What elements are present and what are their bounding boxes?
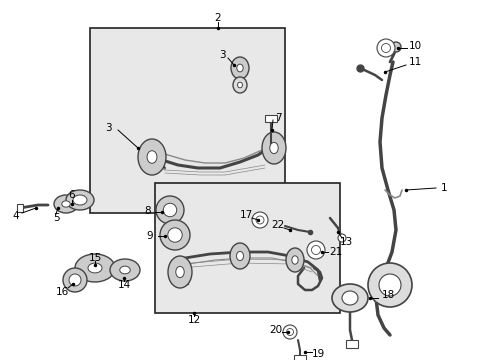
Ellipse shape [236,251,243,261]
Text: 7: 7 [274,113,281,123]
Ellipse shape [236,64,243,72]
Text: 15: 15 [88,253,102,263]
Circle shape [381,44,390,53]
Ellipse shape [229,243,249,269]
Text: 16: 16 [55,287,68,297]
Ellipse shape [147,151,157,163]
Ellipse shape [73,195,87,205]
Circle shape [286,328,293,336]
Circle shape [311,246,320,255]
Text: 11: 11 [407,57,421,67]
Circle shape [156,196,183,224]
Text: 22: 22 [271,220,284,230]
Ellipse shape [54,195,78,213]
Text: 10: 10 [407,41,421,51]
Circle shape [306,241,325,259]
Text: 8: 8 [144,206,151,216]
Ellipse shape [232,77,246,93]
Text: 3: 3 [218,50,225,60]
Text: 18: 18 [381,290,394,300]
Ellipse shape [110,259,140,281]
Circle shape [167,228,182,242]
Text: 20: 20 [269,325,282,335]
Ellipse shape [88,263,102,273]
Circle shape [251,212,267,228]
Text: 21: 21 [329,247,342,257]
Text: 12: 12 [187,315,200,325]
Bar [155,183,339,313]
Ellipse shape [262,132,285,164]
Text: 2: 2 [214,13,221,23]
Ellipse shape [61,201,70,207]
Ellipse shape [75,254,115,282]
Circle shape [69,274,81,286]
Ellipse shape [120,266,130,274]
Bar [264,115,276,122]
Ellipse shape [138,139,165,175]
Circle shape [283,325,296,339]
Circle shape [337,234,346,242]
Ellipse shape [269,143,278,154]
Text: 13: 13 [339,237,352,247]
Ellipse shape [331,284,367,312]
Ellipse shape [168,256,192,288]
Bar [346,340,357,348]
Circle shape [163,203,176,217]
Text: 17: 17 [239,210,252,220]
Circle shape [378,274,400,296]
Text: 1: 1 [440,183,447,193]
Bar [17,204,23,212]
Ellipse shape [285,248,304,272]
Text: 14: 14 [117,280,130,290]
Circle shape [63,268,87,292]
Circle shape [256,216,264,224]
Ellipse shape [291,256,298,264]
Ellipse shape [176,266,184,278]
Circle shape [160,220,190,250]
Text: 5: 5 [53,213,59,223]
Bar [293,355,305,360]
Text: 4: 4 [13,211,19,221]
Circle shape [367,263,411,307]
Ellipse shape [341,291,357,305]
Bar [90,28,285,213]
Ellipse shape [66,190,94,210]
Text: 3: 3 [104,123,111,133]
Circle shape [390,42,400,52]
Text: 19: 19 [311,349,324,359]
Ellipse shape [230,57,248,79]
Circle shape [376,39,394,57]
Text: 6: 6 [68,190,75,200]
Text: 9: 9 [146,231,153,241]
Ellipse shape [237,82,242,88]
